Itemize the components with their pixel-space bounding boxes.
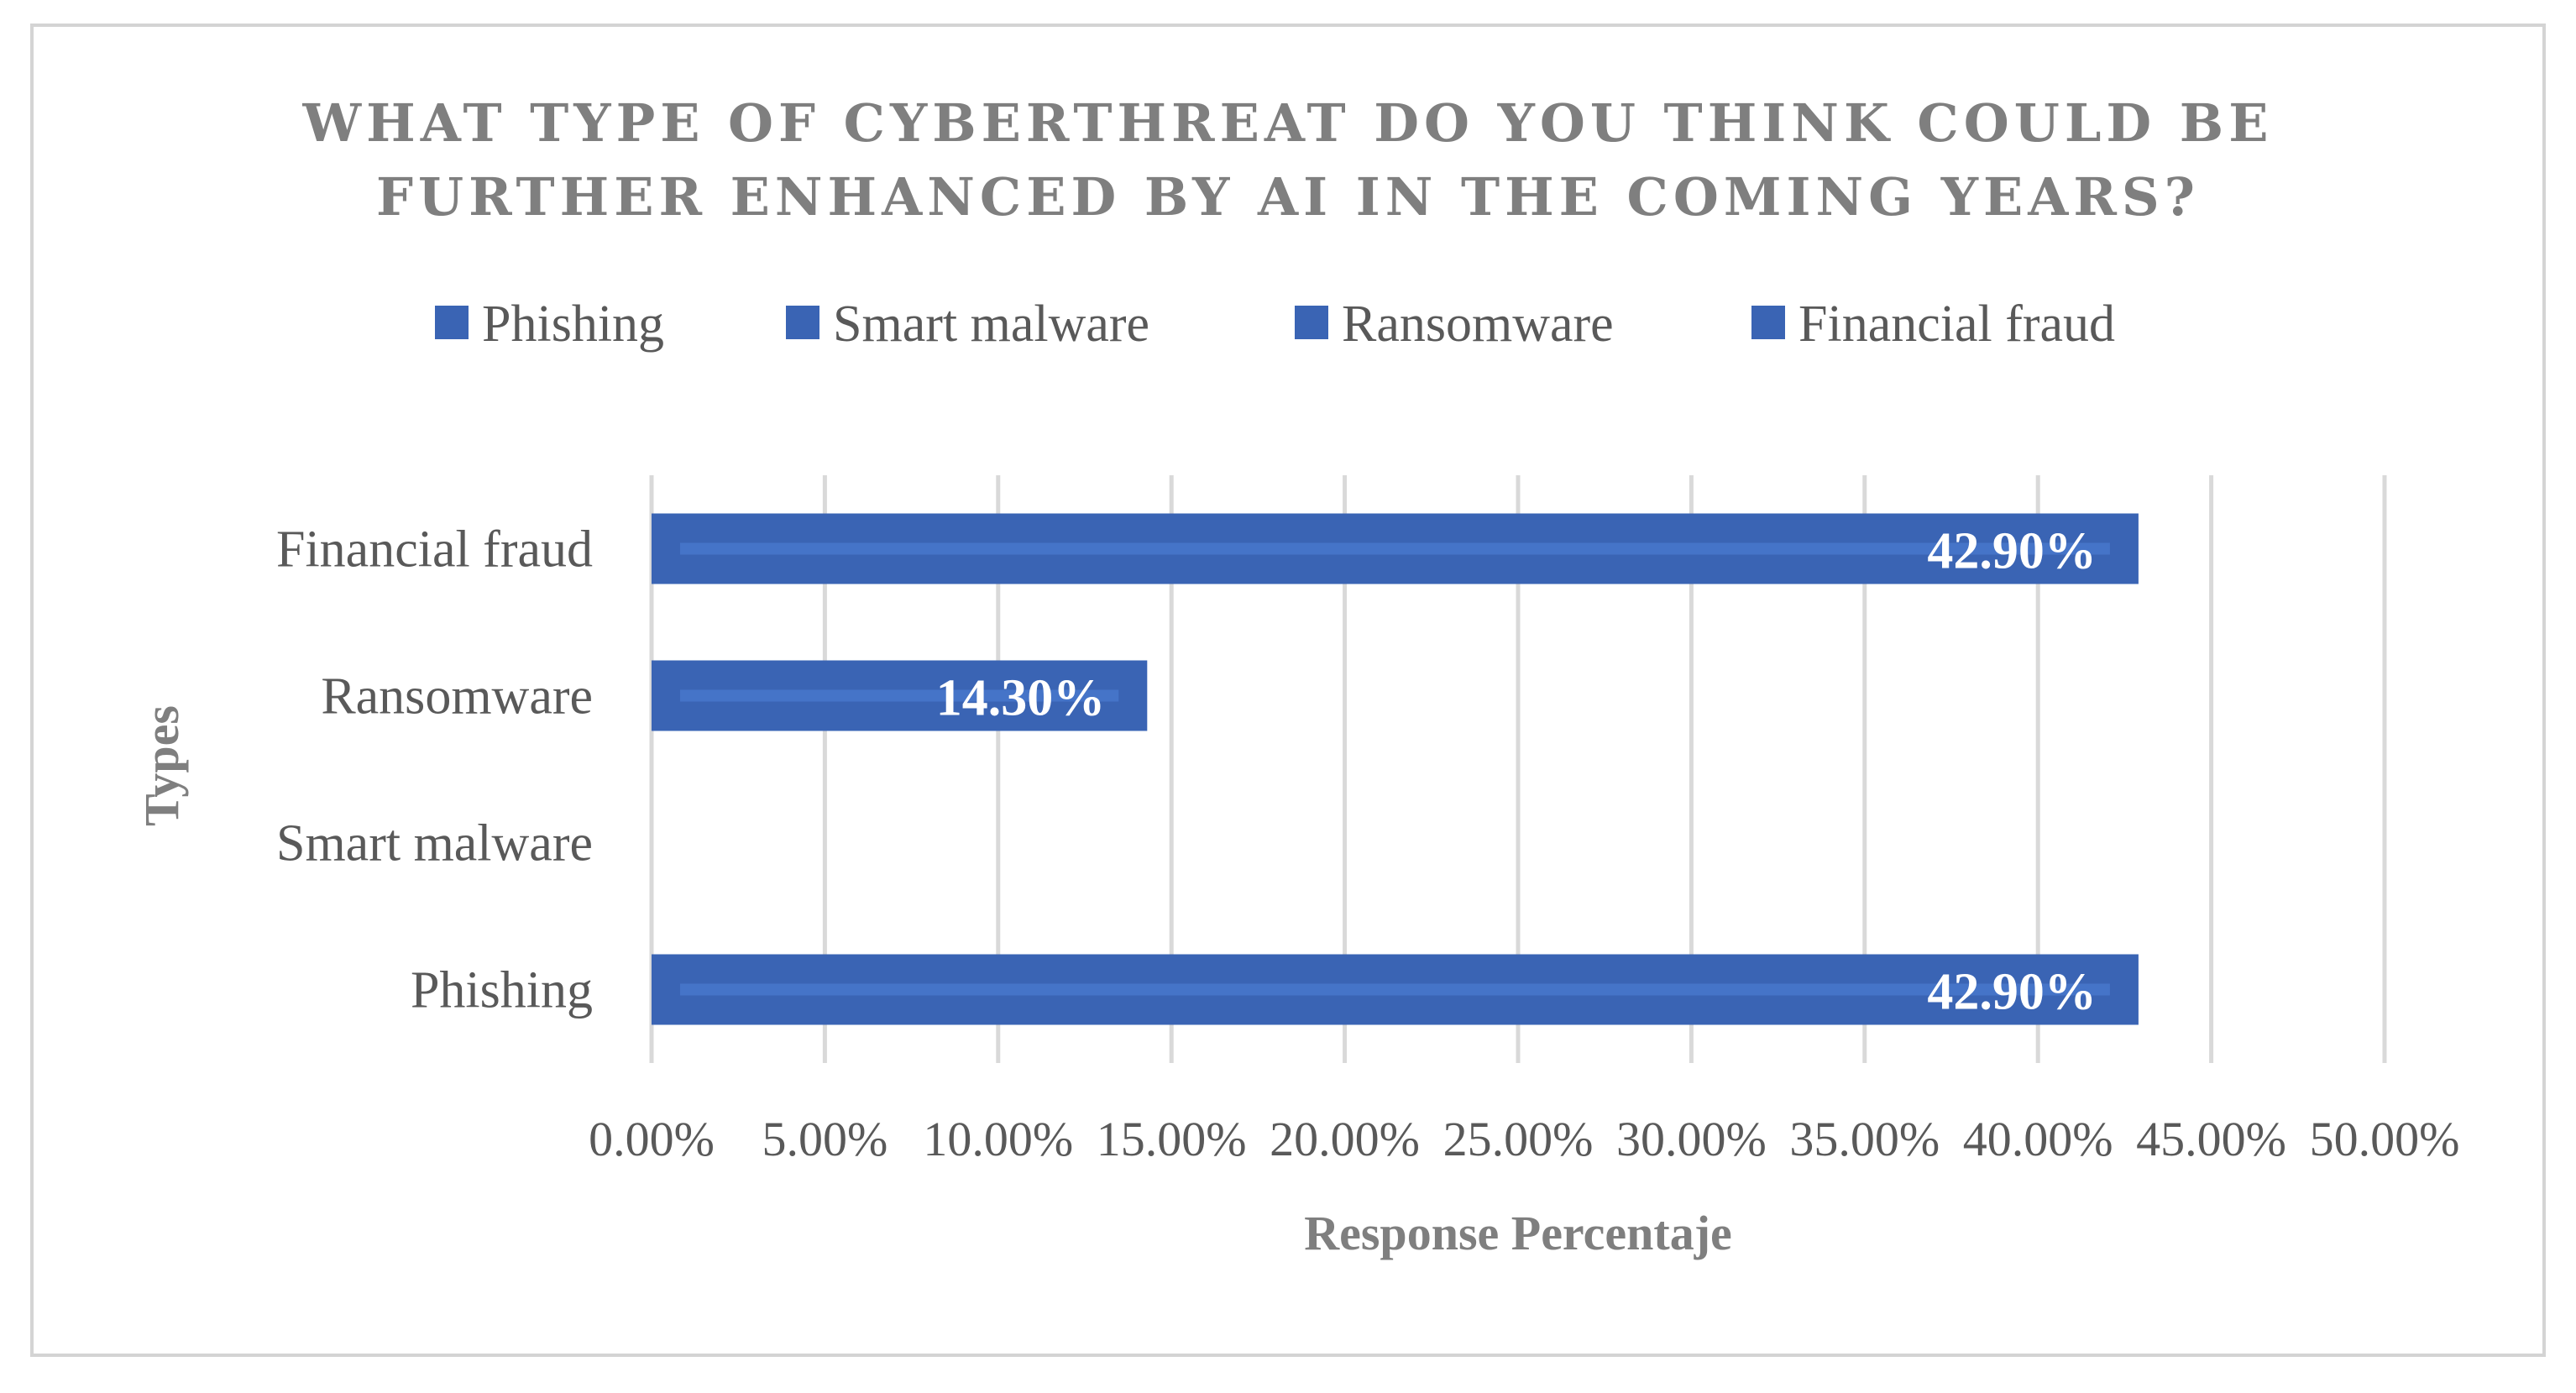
category-label-financial-fraud: Financial fraud — [276, 521, 593, 579]
legend-label-ransomware: Ransomware — [1342, 296, 1614, 353]
chart-frame — [30, 24, 2546, 1357]
data-label-ransomware: 14.30% — [936, 670, 1106, 727]
x-tick-label-4: 20.00% — [1270, 1112, 1420, 1166]
x-tick-label-1: 5.00% — [762, 1112, 887, 1166]
bar-highlight-ransomware — [680, 689, 1119, 702]
category-axis: Phishing Smart malware Ransomware Financial… — [276, 521, 593, 1019]
bar-highlight-financial-fraud — [680, 542, 2110, 555]
x-axis-title: Response Percentaje — [1304, 1206, 1732, 1260]
x-tick-label-8: 40.00% — [1963, 1112, 2113, 1166]
x-tick-label-0: 0.00% — [589, 1112, 715, 1166]
value-axis: 0.00% 5.00% 10.00% 15.00% 20.00% 25.00% 30.00%… — [589, 1112, 2459, 1166]
legend: Phishing Smart malware Ransomware Financial… — [435, 296, 2115, 353]
x-tick-label-10: 50.00% — [2310, 1112, 2460, 1166]
data-label-financial-fraud: 42.90% — [1927, 523, 2097, 580]
data-label-phishing: 42.90% — [1927, 964, 2097, 1021]
x-tick-label-6: 30.00% — [1616, 1112, 1767, 1166]
legend-swatch-smart-malware — [786, 306, 819, 339]
x-tick-label-3: 15.00% — [1097, 1112, 1247, 1166]
y-axis-title: Types — [134, 705, 189, 826]
legend-swatch-financial-fraud — [1751, 306, 1785, 339]
legend-label-phishing: Phishing — [482, 296, 664, 353]
chart-title-line-1: WHAT TYPE OF CYBERTHREAT DO YOU THINK CO… — [302, 92, 2274, 154]
bar-highlight-phishing — [680, 983, 2110, 996]
category-label-ransomware: Ransomware — [321, 668, 593, 725]
category-label-phishing: Phishing — [411, 962, 593, 1019]
legend-label-financial-fraud: Financial fraud — [1798, 296, 2115, 353]
chart-title: WHAT TYPE OF CYBERTHREAT DO YOU THINK CO… — [302, 92, 2274, 228]
bars: 42.90% 14.30% 42.90% — [652, 513, 2139, 1025]
chart-title-line-2: FURTHER ENHANCED BY AI IN THE COMING YEA… — [376, 166, 2200, 228]
category-label-smart-malware: Smart malware — [276, 815, 593, 872]
x-tick-label-5: 25.00% — [1443, 1112, 1594, 1166]
x-tick-label-9: 45.00% — [2136, 1112, 2286, 1166]
x-tick-label-7: 35.00% — [1789, 1112, 1940, 1166]
legend-swatch-phishing — [435, 306, 469, 339]
x-tick-label-2: 10.00% — [923, 1112, 1073, 1166]
legend-swatch-ransomware — [1295, 306, 1328, 339]
legend-label-smart-malware: Smart malware — [833, 296, 1149, 353]
